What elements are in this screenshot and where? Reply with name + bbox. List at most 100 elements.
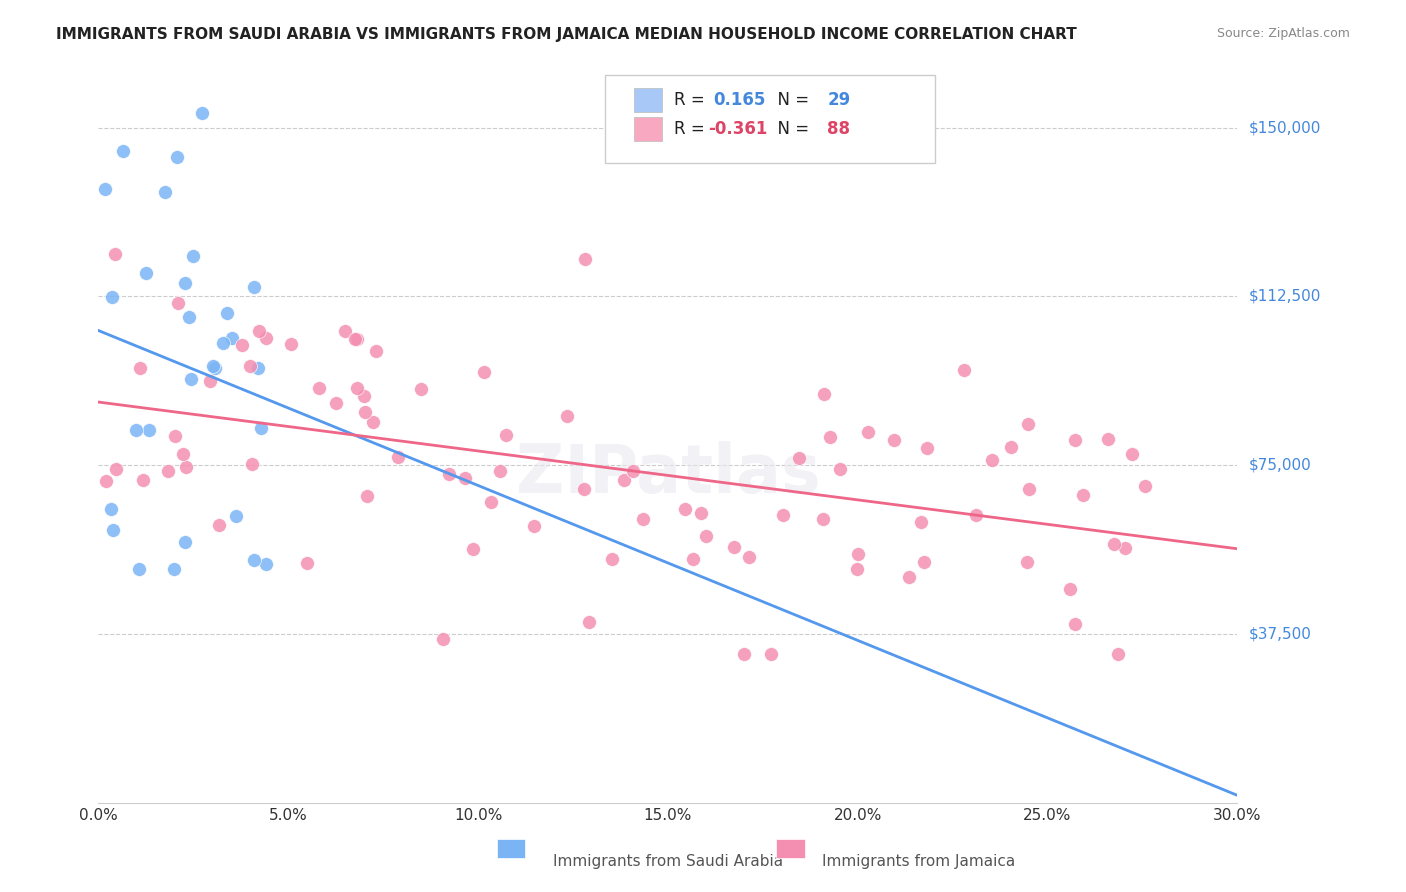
Point	[200, 374, 222, 388]
Point	[613, 473, 636, 487]
Text: 29: 29	[827, 91, 851, 109]
Point	[243, 279, 266, 293]
Point	[883, 433, 905, 447]
Point	[495, 427, 517, 442]
Point	[813, 511, 835, 525]
Point	[225, 508, 247, 523]
Point	[247, 324, 270, 338]
Point	[174, 277, 197, 291]
Point	[1107, 647, 1129, 661]
Text: 0.165: 0.165	[713, 91, 766, 109]
Point	[1015, 555, 1038, 569]
Point	[180, 372, 202, 386]
Point	[1017, 417, 1039, 432]
Point	[813, 387, 835, 401]
Point	[246, 360, 269, 375]
Text: ZIPatlas: ZIPatlas	[516, 441, 820, 507]
Point	[250, 421, 273, 435]
Point	[387, 450, 409, 464]
Point	[454, 471, 477, 485]
Point	[1135, 479, 1157, 493]
Point	[308, 381, 330, 395]
Point	[239, 359, 262, 373]
Text: $150,000: $150,000	[1249, 120, 1320, 135]
Point	[128, 360, 150, 375]
Point	[479, 495, 502, 509]
Point	[204, 360, 226, 375]
Point	[221, 330, 243, 344]
Point	[94, 475, 117, 489]
Point	[461, 542, 484, 557]
Point	[472, 364, 495, 378]
Point	[409, 382, 432, 396]
Point	[1121, 447, 1143, 461]
FancyBboxPatch shape	[634, 117, 662, 141]
Point	[93, 182, 115, 196]
Point	[366, 344, 388, 359]
Text: Immigrants from Saudi Arabia: Immigrants from Saudi Arabia	[553, 854, 783, 869]
Point	[111, 144, 134, 158]
Point	[965, 508, 987, 523]
Point	[346, 332, 368, 346]
Point	[915, 441, 938, 455]
FancyBboxPatch shape	[605, 75, 935, 163]
Point	[818, 430, 841, 444]
Point	[432, 632, 454, 647]
Text: IMMIGRANTS FROM SAUDI ARABIA VS IMMIGRANTS FROM JAMAICA MEDIAN HOUSEHOLD INCOME : IMMIGRANTS FROM SAUDI ARABIA VS IMMIGRAN…	[56, 27, 1077, 42]
Point	[1059, 582, 1081, 596]
Point	[910, 515, 932, 529]
Point	[361, 415, 384, 429]
Point	[103, 523, 125, 537]
Text: Source: ZipAtlas.com: Source: ZipAtlas.com	[1216, 27, 1350, 40]
Point	[163, 429, 186, 443]
Point	[191, 106, 214, 120]
Point	[173, 535, 195, 549]
Point	[1097, 433, 1119, 447]
Point	[138, 423, 160, 437]
Point	[132, 473, 155, 487]
Point	[177, 310, 200, 325]
Point	[240, 457, 263, 471]
Text: R =: R =	[673, 91, 710, 109]
Point	[166, 295, 188, 310]
Point	[353, 389, 375, 403]
Point	[1114, 541, 1136, 555]
Point	[690, 506, 713, 520]
Point	[574, 252, 596, 267]
FancyBboxPatch shape	[634, 87, 662, 112]
Point	[856, 425, 879, 440]
Point	[578, 615, 600, 629]
Point	[243, 553, 266, 567]
Point	[682, 551, 704, 566]
Point	[128, 562, 150, 576]
Point	[153, 186, 176, 200]
Point	[602, 552, 624, 566]
Point	[723, 540, 745, 554]
Point	[297, 556, 319, 570]
Point	[346, 381, 368, 395]
Point	[100, 502, 122, 516]
Text: 88: 88	[827, 120, 851, 138]
Text: N =: N =	[766, 120, 814, 138]
Point	[574, 482, 596, 496]
Point	[738, 549, 761, 564]
Point	[101, 290, 124, 304]
Point	[557, 409, 579, 423]
Point	[772, 508, 794, 522]
Point	[174, 459, 197, 474]
Point	[104, 246, 127, 260]
Point	[254, 331, 277, 345]
Point	[208, 517, 231, 532]
Point	[981, 452, 1004, 467]
Point	[1104, 537, 1126, 551]
Point	[254, 557, 277, 571]
Point	[333, 324, 356, 338]
Point	[202, 359, 225, 374]
Point	[695, 529, 717, 543]
Point	[787, 451, 810, 466]
Point	[172, 447, 194, 461]
Point	[759, 647, 782, 661]
Point	[914, 555, 936, 569]
Point	[897, 569, 920, 583]
FancyBboxPatch shape	[776, 839, 804, 858]
